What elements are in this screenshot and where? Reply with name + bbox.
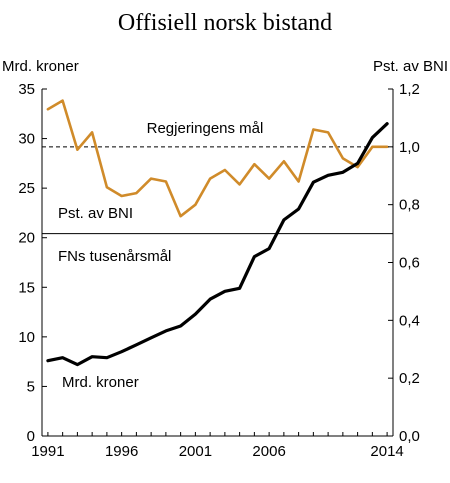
annotation-pct-label: Pst. av BNI — [58, 205, 133, 222]
y-right-tick-label: 0,6 — [399, 255, 420, 272]
reference-label-un: FNs tusenårsmål — [58, 248, 171, 265]
annotation-bn-label: Mrd. kroner — [62, 374, 139, 391]
axes — [41, 88, 394, 437]
y-left-tick-label: 20 — [18, 230, 35, 247]
y-right-tick-label: 0,2 — [399, 370, 420, 387]
tick-labels: 0 5 10 15 20 25 30 35 0,0 0,2 0,4 0,6 0,8 1,0 1,2 1991 1… — [18, 81, 420, 460]
series-line-pct-bni — [46, 99, 389, 218]
series-lines — [46, 99, 389, 367]
y-left-tick-label: 25 — [18, 180, 35, 197]
y-right-tick-label: 1,0 — [399, 139, 420, 156]
x-tick-label: 1996 — [105, 443, 138, 460]
y-left-tick-label: 0 — [27, 428, 35, 445]
reference-lines — [42, 146, 393, 235]
series-line-mrd-kroner — [46, 122, 389, 367]
reference-label-goal: Regjeringens mål — [147, 120, 264, 137]
x-tick-label: 1991 — [31, 443, 64, 460]
y-left-tick-label: 5 — [27, 378, 35, 395]
y-right-tick-label: 0,0 — [399, 428, 420, 445]
chart-title: Offisiell norsk bistand — [118, 10, 332, 36]
x-tick-label: 2014 — [370, 443, 403, 460]
y-right-tick-label: 1,2 — [399, 81, 420, 98]
y-left-tick-label: 35 — [18, 81, 35, 98]
y-left-tick-label: 30 — [18, 131, 35, 148]
x-tick-label: 2006 — [252, 443, 285, 460]
right-axis-unit: Pst. av BNI — [373, 58, 448, 75]
y-right-tick-label: 0,4 — [399, 312, 420, 329]
x-tick-label: 2001 — [179, 443, 212, 460]
left-axis-unit: Mrd. kroner — [2, 58, 79, 75]
y-left-tick-label: 15 — [18, 279, 35, 296]
y-left-tick-label: 10 — [18, 329, 35, 346]
y-right-tick-label: 0,8 — [399, 197, 420, 214]
